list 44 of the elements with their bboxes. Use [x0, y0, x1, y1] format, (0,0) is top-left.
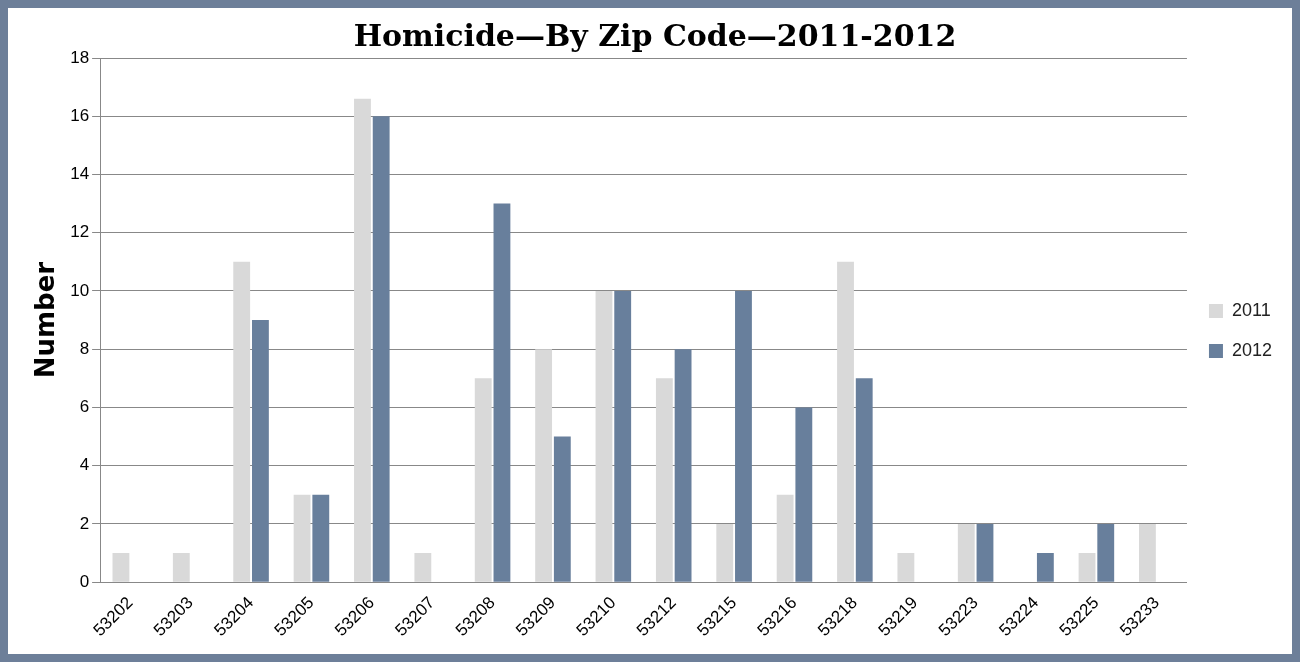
- y-axis-title: Number: [30, 261, 61, 379]
- y-tick-label: 14: [70, 164, 90, 184]
- bar: [252, 320, 269, 582]
- bar: [1036, 553, 1054, 582]
- legend-label: 2011: [1231, 299, 1271, 320]
- bar: [595, 290, 613, 582]
- y-tick-label: 0: [79, 571, 90, 591]
- bar: [776, 494, 794, 582]
- bar: [795, 407, 813, 582]
- y-tick-label: 8: [79, 338, 90, 358]
- bar: [716, 523, 734, 582]
- bar: [837, 261, 854, 582]
- bar: [372, 116, 390, 582]
- bar: [553, 436, 571, 582]
- y-tick-label: 16: [70, 105, 90, 125]
- y-tick-label: 12: [70, 222, 90, 242]
- bar: [674, 349, 692, 582]
- bar: [897, 553, 915, 582]
- bar: [354, 98, 371, 582]
- bar: [1097, 523, 1115, 582]
- bar: [414, 553, 432, 582]
- bar: [172, 553, 190, 582]
- y-tick-label: 18: [70, 47, 90, 67]
- bar: [1078, 553, 1096, 582]
- bar: [655, 378, 673, 582]
- bar: [474, 378, 492, 582]
- y-tick-label: 10: [70, 280, 90, 300]
- bar: [735, 290, 752, 582]
- bar: [233, 261, 251, 582]
- bar: [1138, 523, 1156, 582]
- bar: [293, 494, 311, 582]
- bar: [614, 290, 632, 582]
- bar: [535, 349, 553, 582]
- y-tick-label: 4: [79, 455, 90, 475]
- bar: [855, 378, 873, 582]
- legend-label: 2012: [1231, 339, 1272, 360]
- y-tick-label: 6: [79, 397, 90, 417]
- bar: [957, 523, 975, 582]
- chart-title: Homicide—By Zip Code—2011-2012: [353, 17, 957, 53]
- bar: [493, 203, 511, 582]
- bar: [112, 553, 130, 582]
- y-tick-label: 2: [79, 513, 90, 533]
- bar: [312, 494, 330, 582]
- bar: [976, 523, 994, 582]
